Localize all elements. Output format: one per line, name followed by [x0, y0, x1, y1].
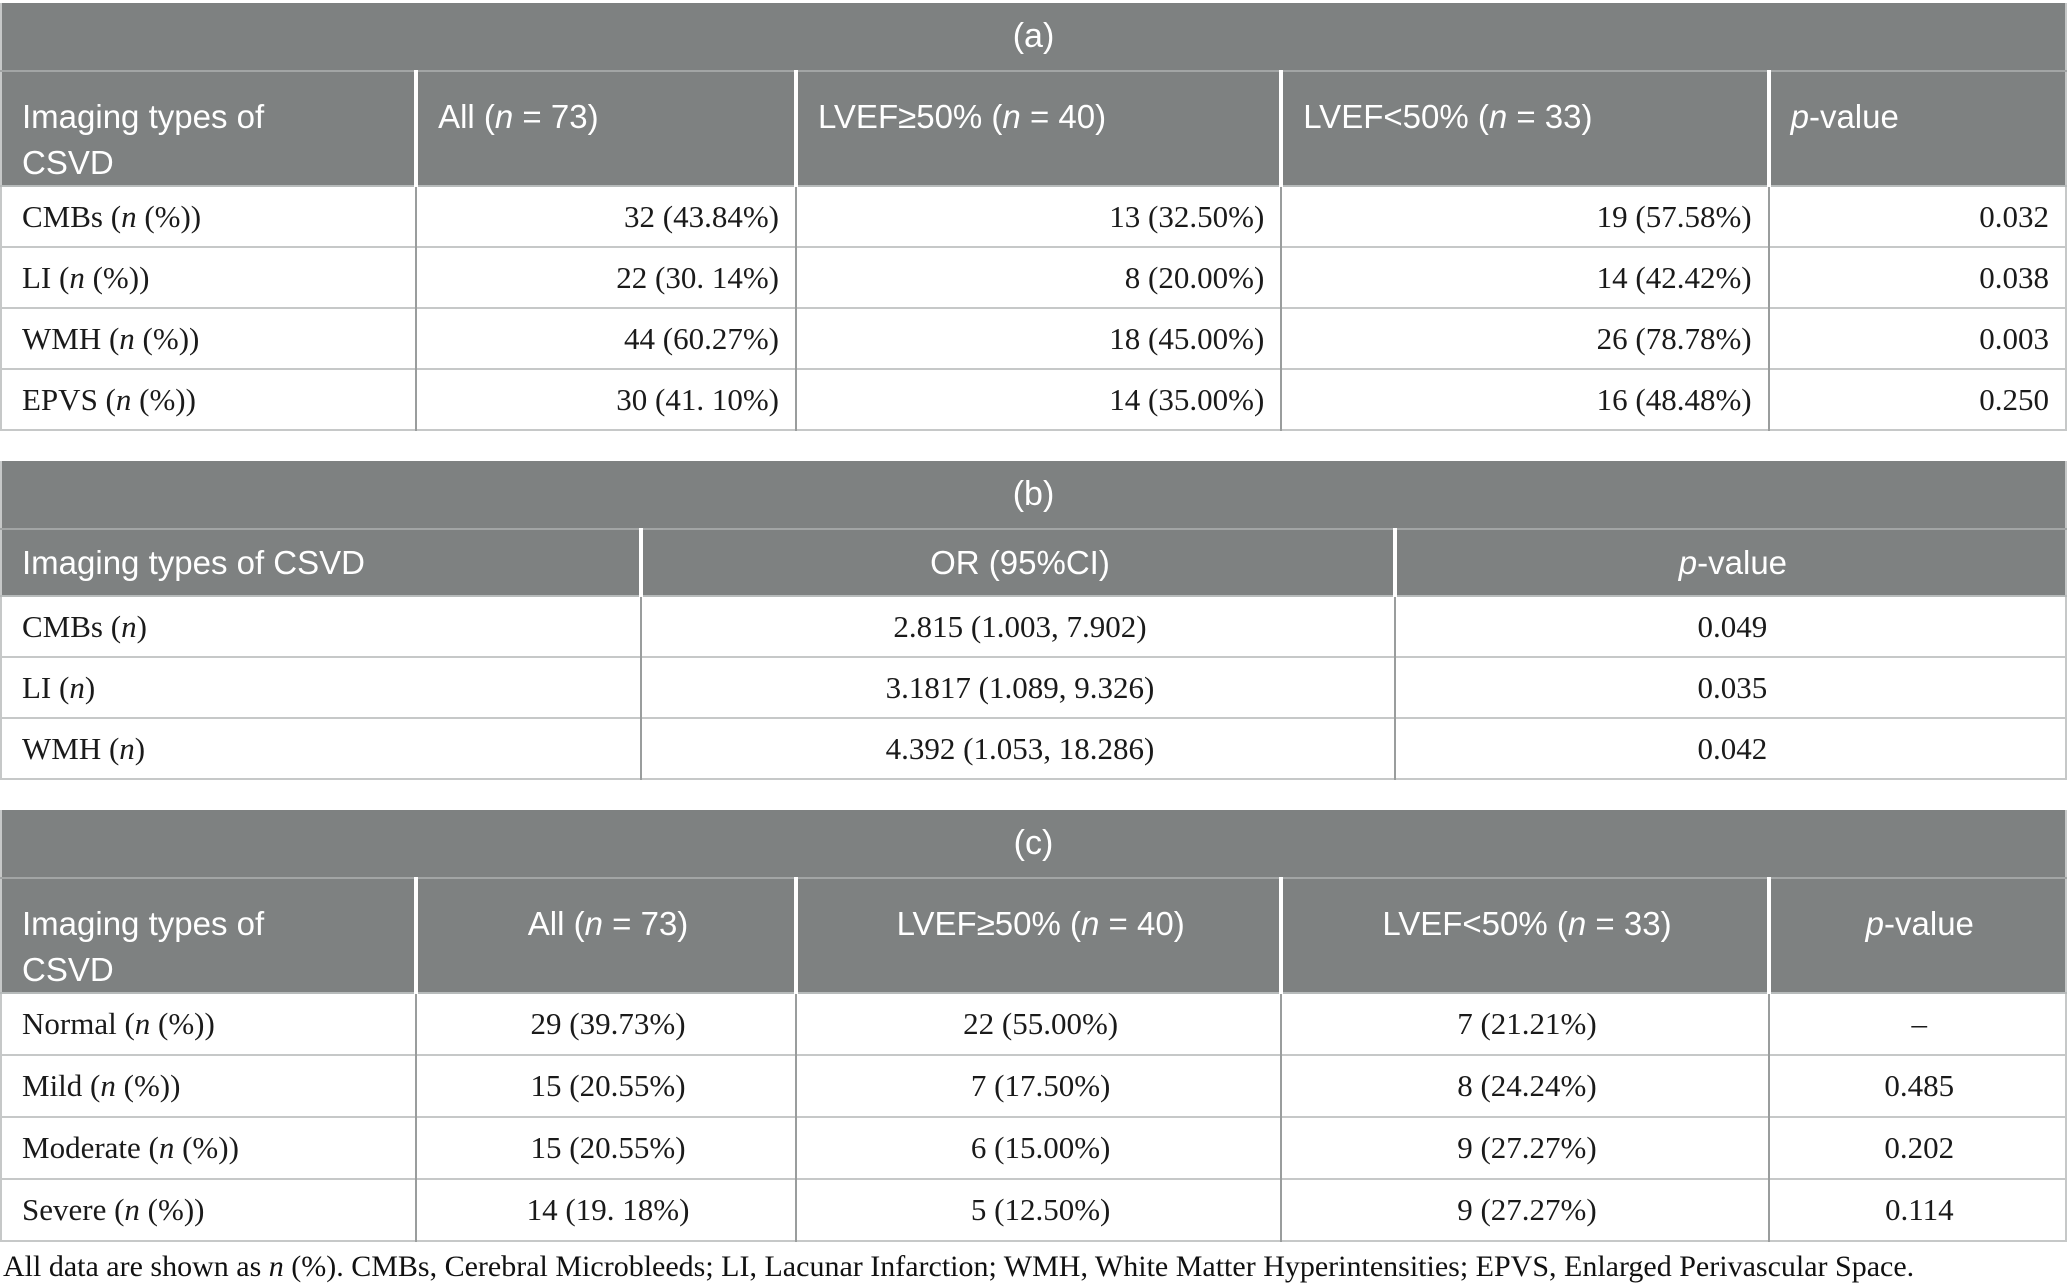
table-cell: 9 (27.27%) — [1280, 1116, 1769, 1180]
table-row: Normal (n (%)) 29 (39.73%) 22 (55.00%) 7 (2… — [1, 992, 2066, 1056]
row-label: WMH (n) — [1, 717, 642, 780]
table-a-header-row: Imaging types of CSVD All (n = 73) LVEF≥50… — [1, 71, 2066, 188]
table-row: CMBs (n) 2.815 (1.003, 7.902) 0.049 — [1, 595, 2066, 658]
table-row: Moderate (n (%)) 15 (20.55%) 6 (15.00%) 9 (… — [1, 1116, 2066, 1180]
table-row: LI (n (%)) 22 (30. 14%) 8 (20.00%) 14 (42.4… — [1, 246, 2066, 309]
table-cell: 18 (45.00%) — [795, 307, 1282, 370]
row-label: Moderate (n (%)) — [1, 1116, 417, 1180]
table-cell: 3.1817 (1.089, 9.326) — [640, 656, 1395, 719]
table-a-column-header-0: Imaging types of CSVD — [1, 71, 417, 188]
table-cell: 14 (42.42%) — [1280, 246, 1769, 309]
table-a-column-header-4: p-value — [1766, 71, 2066, 188]
table-cell: 4.392 (1.053, 18.286) — [640, 717, 1395, 780]
table-cell: 44 (60.27%) — [415, 307, 797, 370]
table-cell: 7 (17.50%) — [795, 1054, 1282, 1118]
table-cell: – — [1767, 992, 2066, 1056]
table-c-column-header-4: p-value — [1766, 878, 2066, 995]
table-row: Severe (n (%)) 14 (19. 18%) 5 (12.50%) 9 (2… — [1, 1178, 2066, 1242]
table-a-title-row: (a) — [1, 3, 2066, 72]
table-cell: 8 (20.00%) — [795, 246, 1282, 309]
table-cell: 9 (27.27%) — [1280, 1178, 1769, 1242]
table-cell: 2.815 (1.003, 7.902) — [640, 595, 1395, 658]
table-cell: 30 (41. 10%) — [415, 368, 797, 431]
table-c-column-header-2: LVEF≥50% (n = 40) — [794, 878, 1282, 995]
table-c-header-row: Imaging types of CSVD All (n = 73) LVEF≥50… — [1, 878, 2066, 995]
table-a-column-header-1: All (n = 73) — [414, 71, 797, 188]
table-cell: 22 (55.00%) — [795, 992, 1282, 1056]
table-cell: 13 (32.50%) — [795, 185, 1282, 248]
table-cell: 6 (15.00%) — [795, 1116, 1282, 1180]
row-label: EPVS (n (%)) — [1, 368, 417, 431]
row-label: LI (n (%)) — [1, 246, 417, 309]
table-b: (b) Imaging types of CSVD OR (95%CI) p-valu… — [0, 461, 2067, 781]
table-cell: 0.049 — [1393, 595, 2066, 658]
table-row: Mild (n (%)) 15 (20.55%) 7 (17.50%) 8 (24.2… — [1, 1054, 2066, 1118]
row-label: Mild (n (%)) — [1, 1054, 417, 1118]
row-label: Normal (n (%)) — [1, 992, 417, 1056]
table-a-column-header-2: LVEF≥50% (n = 40) — [794, 71, 1282, 188]
table-a-title: (a) — [1, 3, 2066, 72]
table-b-column-header-1: OR (95%CI) — [639, 529, 1395, 598]
table-b-header-row: Imaging types of CSVD OR (95%CI) p-value — [1, 529, 2066, 598]
table-a: (a) Imaging types of CSVD All (n = 73) LVEF… — [0, 3, 2067, 432]
table-cell: 0.042 — [1393, 717, 2066, 780]
table-cell: 15 (20.55%) — [415, 1054, 797, 1118]
row-label: LI (n) — [1, 656, 642, 719]
table-cell: 0.035 — [1393, 656, 2066, 719]
table-cell: 14 (35.00%) — [795, 368, 1282, 431]
table-c-title-row: (c) — [1, 810, 2066, 880]
table-cell: 0.032 — [1767, 185, 2066, 248]
table-c-column-header-3: LVEF<50% (n = 33) — [1279, 878, 1769, 995]
table-cell: 16 (48.48%) — [1280, 368, 1769, 431]
table-cell: 15 (20.55%) — [415, 1116, 797, 1180]
table-row: EPVS (n (%)) 30 (41. 10%) 14 (35.00%) 16 (4… — [1, 368, 2066, 431]
table-cell: 0.114 — [1767, 1178, 2066, 1242]
table-row: LI (n) 3.1817 (1.089, 9.326) 0.035 — [1, 656, 2066, 719]
row-label: CMBs (n (%)) — [1, 185, 417, 248]
table-cell: 0.250 — [1767, 368, 2066, 431]
table-cell: 5 (12.50%) — [795, 1178, 1282, 1242]
table-cell: 0.003 — [1767, 307, 2066, 370]
table-c: (c) Imaging types of CSVD All (n = 73) LVEF… — [0, 810, 2067, 1243]
row-label: CMBs (n) — [1, 595, 642, 658]
table-cell: 19 (57.58%) — [1280, 185, 1769, 248]
table-cell: 8 (24.24%) — [1280, 1054, 1769, 1118]
table-cell: 0.038 — [1767, 246, 2066, 309]
table-row: WMH (n (%)) 44 (60.27%) 18 (45.00%) 26 (78.… — [1, 307, 2066, 370]
table-c-column-header-0: Imaging types of CSVD — [1, 878, 417, 995]
table-b-title: (b) — [1, 461, 2066, 531]
table-cell: 29 (39.73%) — [415, 992, 797, 1056]
table-a-column-header-3: LVEF<50% (n = 33) — [1279, 71, 1769, 188]
table-row: WMH (n) 4.392 (1.053, 18.286) 0.042 — [1, 717, 2066, 780]
table-cell: 32 (43.84%) — [415, 185, 797, 248]
table-cell: 0.485 — [1767, 1054, 2066, 1118]
row-label: Severe (n (%)) — [1, 1178, 417, 1242]
table-c-title: (c) — [1, 810, 2066, 880]
table-b-column-header-0: Imaging types of CSVD — [1, 529, 642, 598]
table-b-column-header-2: p-value — [1392, 529, 2066, 598]
table-row: CMBs (n (%)) 32 (43.84%) 13 (32.50%) 19 (57… — [1, 185, 2066, 248]
table-cell: 14 (19. 18%) — [415, 1178, 797, 1242]
table-cell: 0.202 — [1767, 1116, 2066, 1180]
table-cell: 26 (78.78%) — [1280, 307, 1769, 370]
row-label: WMH (n (%)) — [1, 307, 417, 370]
table-b-title-row: (b) — [1, 461, 2066, 531]
table-cell: 7 (21.21%) — [1280, 992, 1769, 1056]
tables-container: (a) Imaging types of CSVD All (n = 73) LVEF… — [0, 3, 2067, 1243]
table-c-column-header-1: All (n = 73) — [414, 878, 797, 995]
table-cell: 22 (30. 14%) — [415, 246, 797, 309]
footnote: All data are shown as n (%). CMBs, Cereb… — [3, 1250, 1915, 1284]
